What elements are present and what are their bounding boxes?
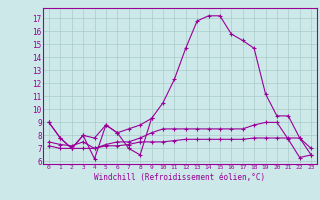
X-axis label: Windchill (Refroidissement éolien,°C): Windchill (Refroidissement éolien,°C): [94, 173, 266, 182]
